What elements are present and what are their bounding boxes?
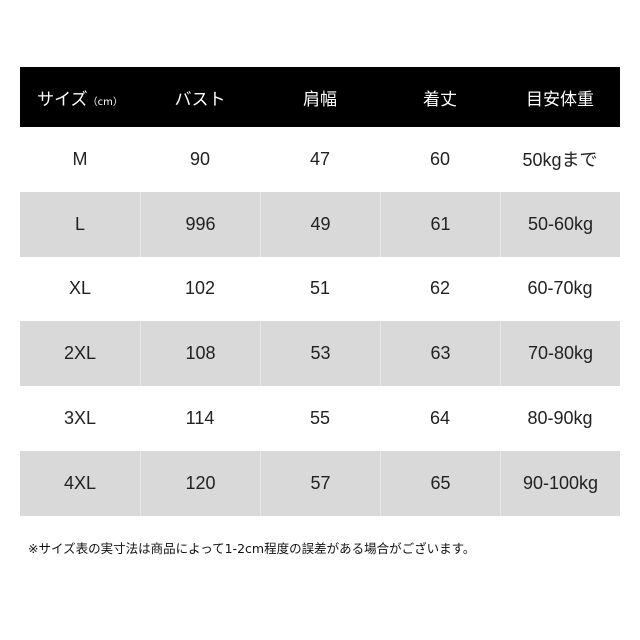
cell-shoulder: 49	[260, 191, 380, 257]
cell-bust: 90	[189, 148, 211, 169]
header-weight: 目安体重	[500, 67, 620, 127]
cell-weight: 50kgまで	[522, 150, 598, 171]
cell-shoulder: 57	[260, 450, 380, 516]
table-header-row: サイズ（cm） バスト 肩幅 着丈 目安体重	[20, 67, 620, 127]
header-size: サイズ（cm）	[20, 67, 140, 127]
cell-size: XL	[68, 278, 92, 299]
cell-length: 64	[429, 408, 451, 429]
cell-shoulder: 53	[260, 321, 380, 387]
cell-size: M	[72, 148, 88, 169]
table-row: 4XL 120 57 65 90-100kg	[20, 450, 620, 516]
cell-bust: 996	[140, 191, 260, 257]
table-row: M 90 47 60 50kgまで	[20, 127, 620, 192]
cell-bust: 108	[140, 321, 260, 387]
cell-size: 3XL	[63, 408, 97, 429]
cell-size: 4XL	[20, 450, 140, 516]
header-size-unit: （cm）	[87, 96, 123, 108]
header-shoulder: 肩幅	[260, 67, 380, 127]
cell-weight: 60-70kg	[527, 278, 593, 299]
cell-size: L	[20, 191, 140, 257]
cell-shoulder: 51	[309, 278, 331, 299]
size-note: ※サイズ表の実寸法は商品によって1-2cm程度の誤差がある場合がございます。	[28, 541, 476, 556]
header-bust: バスト	[140, 67, 260, 127]
cell-weight: 70-80kg	[500, 321, 620, 387]
table-row: L 996 49 61 50-60kg	[20, 191, 620, 257]
cell-weight: 50-60kg	[500, 191, 620, 257]
cell-length: 65	[380, 450, 500, 516]
cell-shoulder: 55	[309, 408, 331, 429]
cell-length: 60	[429, 148, 451, 169]
size-chart-table: サイズ（cm） バスト 肩幅 着丈 目安体重 M 90 47 60 50kgまで L 996…	[20, 67, 620, 516]
cell-length: 62	[429, 278, 451, 299]
cell-bust: 120	[140, 450, 260, 516]
cell-weight: 90-100kg	[500, 450, 620, 516]
header-size-label: サイズ	[37, 89, 88, 110]
table-row: 2XL 108 53 63 70-80kg	[20, 321, 620, 387]
cell-bust: 114	[185, 408, 215, 429]
table-row: XL 102 51 62 60-70kg	[20, 257, 620, 322]
table-row: 3XL 114 55 64 80-90kg	[20, 386, 620, 451]
header-length: 着丈	[380, 67, 500, 127]
cell-weight: 80-90kg	[527, 408, 593, 429]
cell-length: 63	[380, 321, 500, 387]
cell-length: 61	[380, 191, 500, 257]
cell-size: 2XL	[20, 321, 140, 387]
cell-shoulder: 47	[309, 148, 331, 169]
cell-bust: 102	[184, 278, 216, 299]
